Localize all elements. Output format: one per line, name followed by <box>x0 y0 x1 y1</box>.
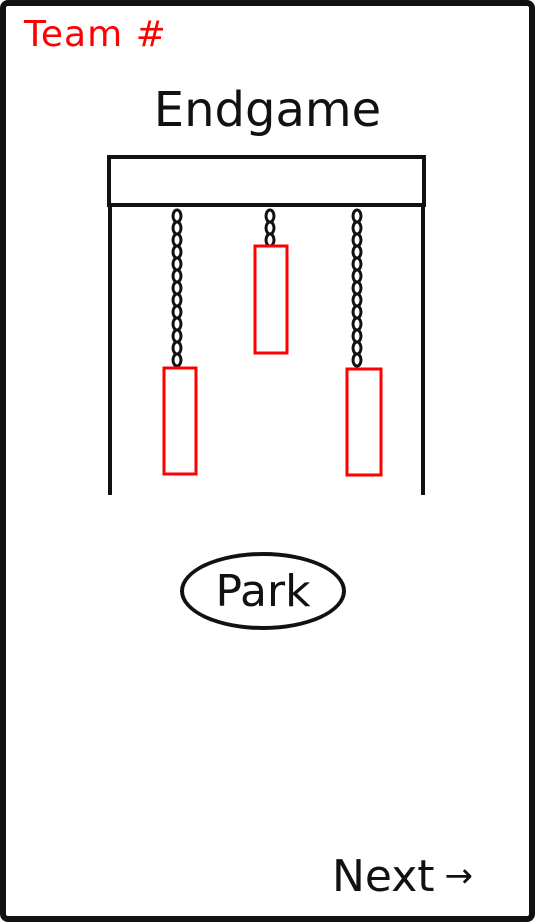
right-chain <box>351 208 363 368</box>
middle-chain <box>264 208 276 248</box>
hang-bar <box>107 155 426 207</box>
page-title: Endgame <box>153 82 382 138</box>
middle-climb-position[interactable] <box>253 244 289 355</box>
next-button[interactable]: Next → <box>332 846 473 906</box>
left-chain <box>171 208 183 368</box>
next-label: Next <box>332 850 435 902</box>
left-climb-position[interactable] <box>162 366 198 476</box>
arrow-right-icon: → <box>444 856 474 896</box>
park-button[interactable]: Park <box>180 552 346 630</box>
team-number-label: Team # <box>24 14 167 55</box>
right-climb-position[interactable] <box>345 367 383 477</box>
